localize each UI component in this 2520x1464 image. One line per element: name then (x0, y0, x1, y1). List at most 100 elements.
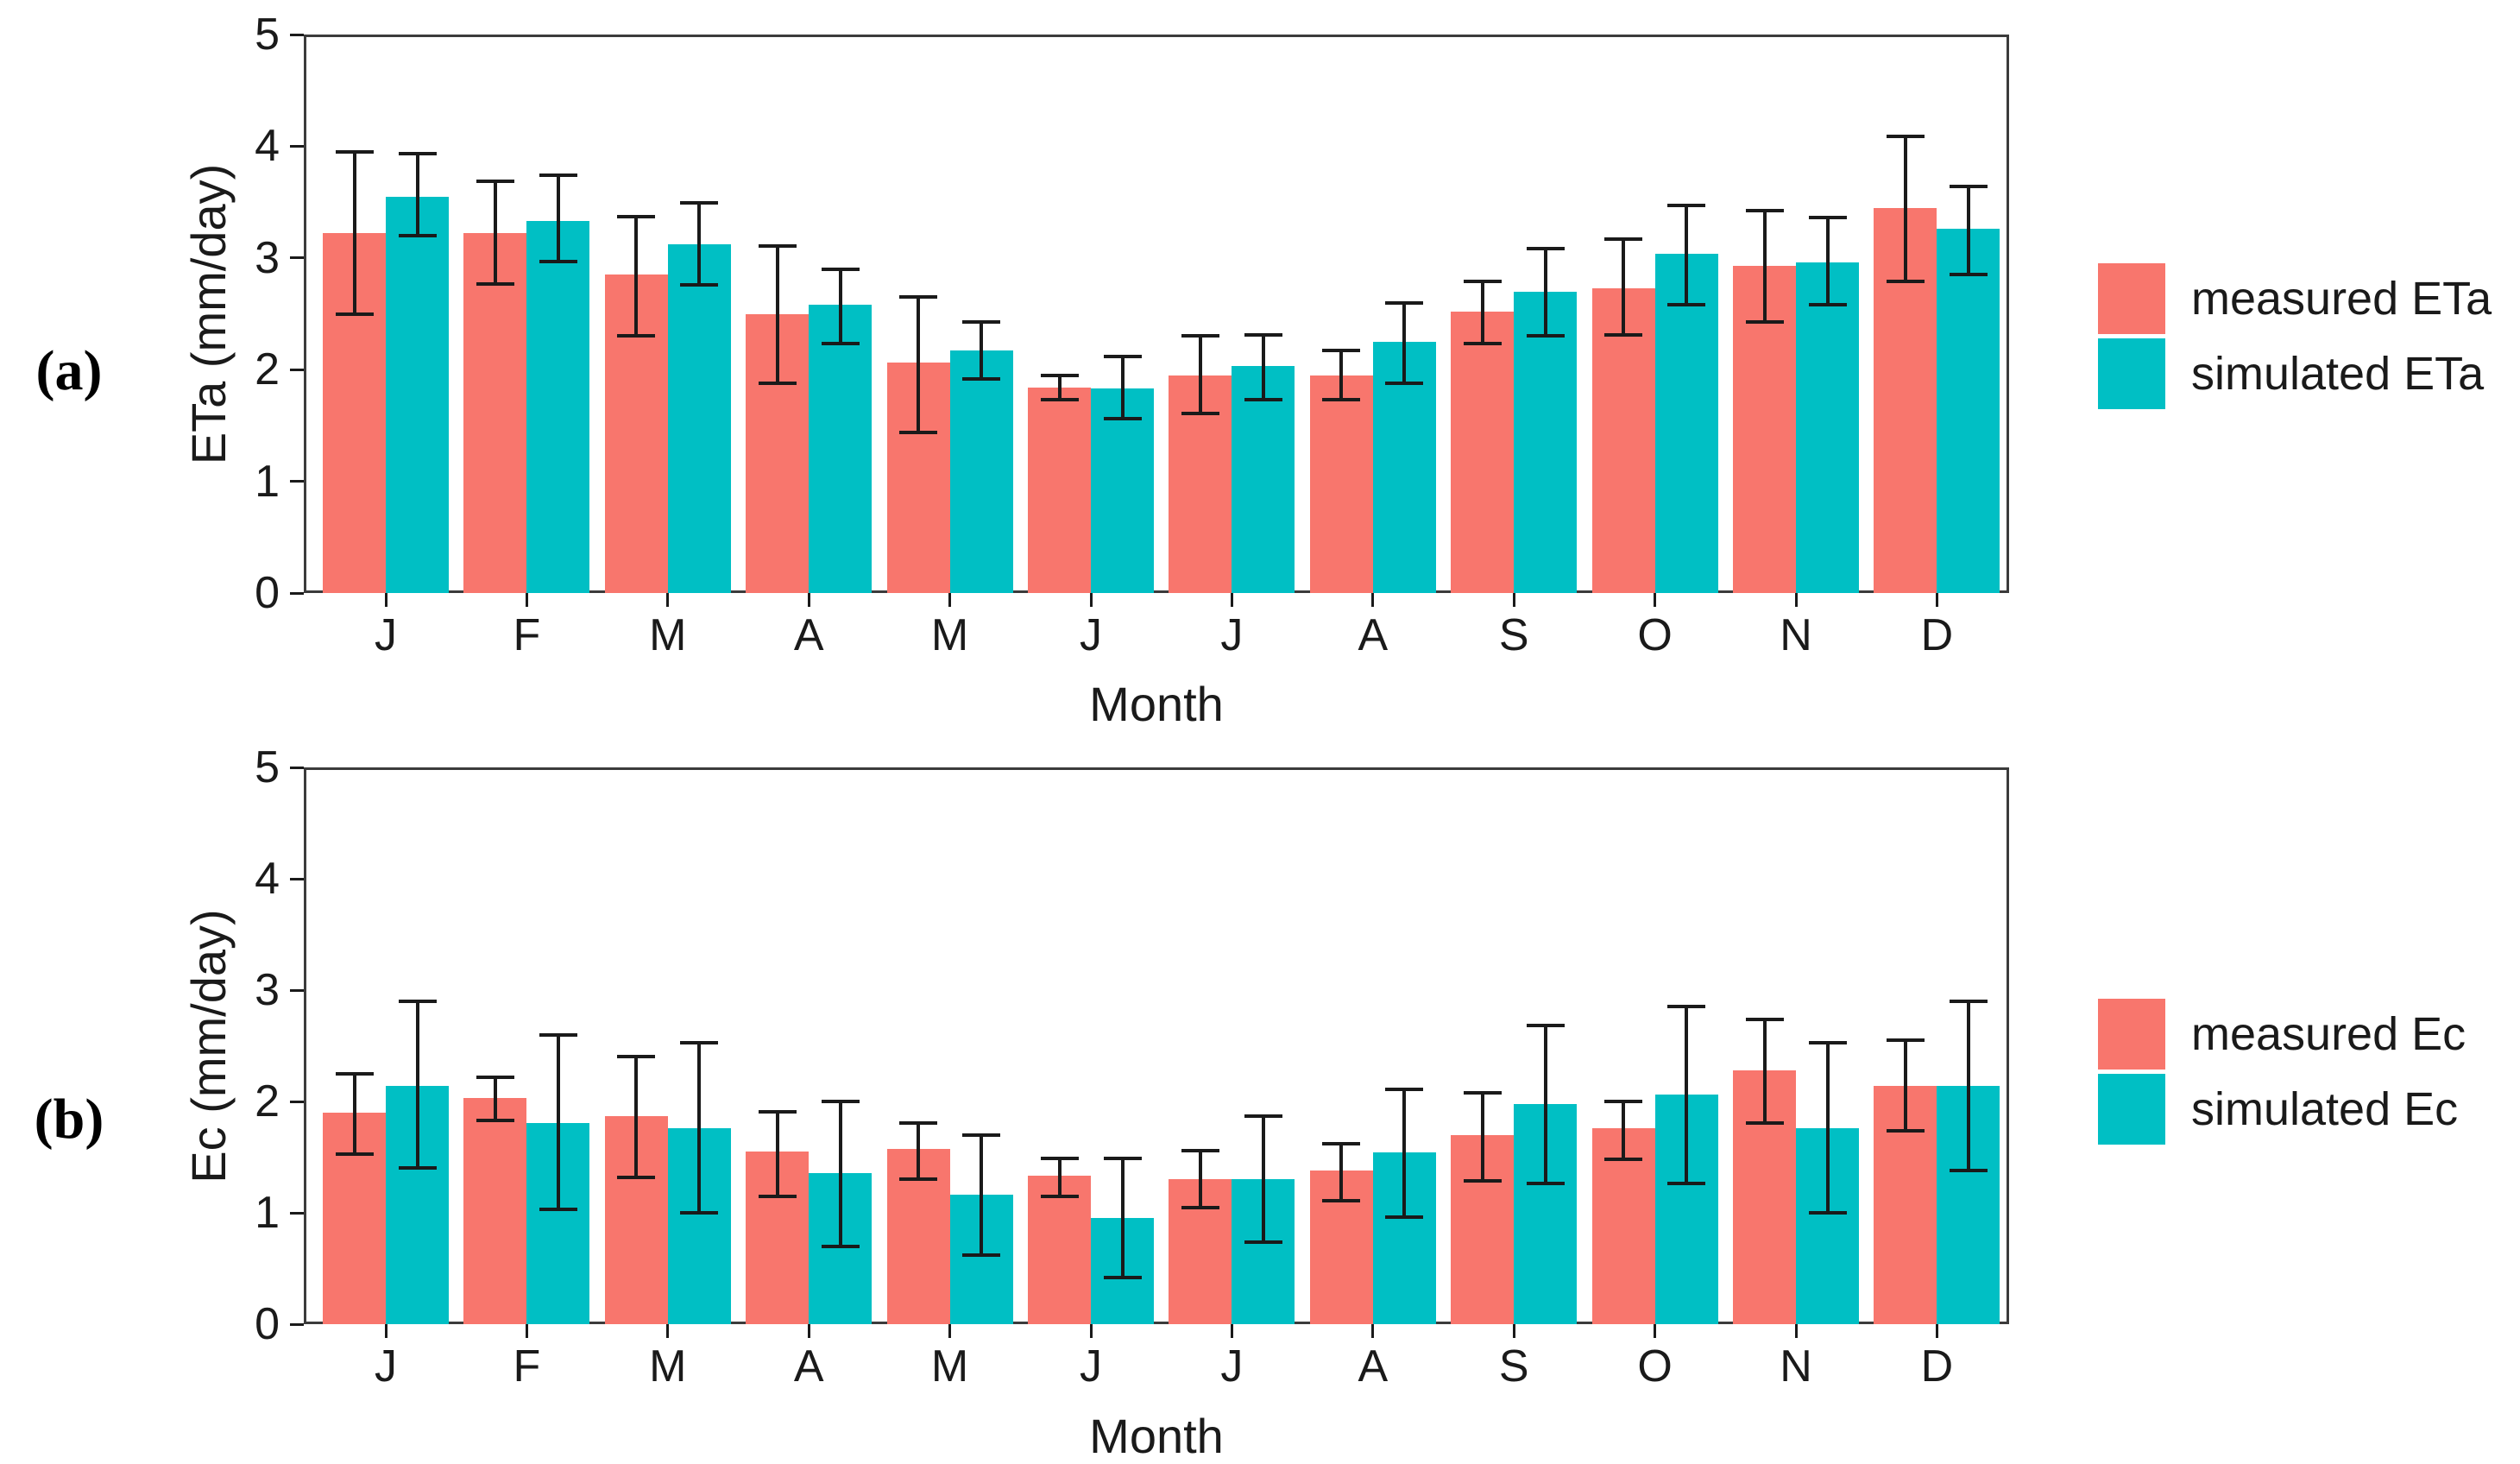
error-bar-cap-bottom-measured-1 (476, 1118, 514, 1122)
error-bar-cap-top-simulated-4 (962, 319, 1001, 324)
error-bar-line-measured-2 (634, 1057, 639, 1177)
bar-measured-5 (1028, 387, 1091, 593)
error-bar-cap-top-measured-4 (899, 1120, 938, 1125)
error-bar-cap-bottom-simulated-6 (1244, 1240, 1282, 1244)
error-bar-cap-bottom-simulated-8 (1526, 1182, 1565, 1186)
x-tick-1 (525, 593, 528, 607)
error-bar-cap-bottom-simulated-11 (1949, 273, 1988, 277)
x-tick-0 (384, 1324, 387, 1338)
x-tick-8 (1512, 1324, 1515, 1338)
x-tick-9 (1654, 593, 1657, 607)
error-bar-cap-top-simulated-1 (539, 1032, 577, 1037)
bar-simulated-8 (1514, 291, 1578, 593)
error-bar-line-simulated-4 (980, 321, 984, 379)
error-bar-line-measured-1 (493, 1076, 497, 1120)
error-bar-cap-top-measured-11 (1886, 134, 1925, 138)
error-bar-cap-bottom-simulated-7 (1385, 381, 1424, 385)
error-bar-cap-top-simulated-5 (1103, 1156, 1142, 1160)
error-bar-cap-bottom-simulated-8 (1526, 334, 1565, 338)
x-tick-label-10: N (1780, 610, 1812, 660)
error-bar-cap-bottom-simulated-4 (962, 376, 1001, 381)
error-bar-cap-bottom-simulated-0 (398, 233, 437, 237)
x-tick-6 (1230, 593, 1233, 607)
error-bar-cap-bottom-simulated-2 (680, 282, 719, 287)
y-tick-label-4: 4 (255, 854, 280, 904)
error-bar-line-measured-11 (1903, 136, 1907, 281)
error-bar-cap-bottom-measured-7 (1322, 398, 1361, 402)
x-tick-5 (1089, 593, 1093, 607)
error-bar-cap-top-measured-5 (1040, 1156, 1079, 1160)
y-tick-3 (290, 256, 304, 260)
x-tick-label-1: F (513, 610, 541, 660)
y-tick-0 (290, 1322, 304, 1326)
error-bar-cap-bottom-simulated-11 (1949, 1168, 1988, 1172)
x-tick-label-9: O (1637, 1341, 1673, 1391)
error-bar-line-simulated-2 (697, 1042, 702, 1213)
x-tick-7 (1371, 593, 1375, 607)
y-tick-0 (290, 591, 304, 595)
error-bar-line-simulated-7 (1402, 1089, 1407, 1218)
y-tick-2 (290, 368, 304, 371)
y-tick-3 (290, 988, 304, 992)
error-bar-cap-top-measured-0 (335, 149, 374, 154)
error-bar-cap-top-simulated-7 (1385, 300, 1424, 305)
error-bar-cap-bottom-simulated-7 (1385, 1215, 1424, 1220)
x-axis-title: Month (1089, 1409, 1224, 1463)
y-axis-title: ETa (mm/day) (181, 163, 236, 464)
bar-simulated-1 (526, 221, 590, 593)
legend-label-measured: measured Ec (2191, 1008, 2466, 1060)
error-bar-line-measured-6 (1198, 336, 1202, 413)
error-bar-line-measured-8 (1480, 1092, 1484, 1181)
y-tick-label-5: 5 (255, 9, 280, 60)
x-tick-label-3: A (793, 1341, 824, 1391)
error-bar-cap-top-simulated-3 (821, 267, 860, 271)
x-tick-9 (1654, 1324, 1657, 1338)
bar-measured-5 (1028, 1176, 1091, 1324)
legend-swatch-measured (2098, 263, 2165, 334)
error-bar-cap-top-measured-7 (1322, 1142, 1361, 1146)
bar-simulated-0 (386, 196, 449, 593)
error-bar-line-simulated-10 (1825, 218, 1830, 306)
error-bar-line-simulated-5 (1120, 356, 1125, 420)
bar-measured-7 (1309, 375, 1373, 593)
y-tick-label-2: 2 (255, 344, 280, 395)
x-tick-label-0: J (375, 1341, 397, 1391)
x-tick-2 (666, 1324, 670, 1338)
error-bar-cap-bottom-simulated-4 (962, 1253, 1001, 1258)
error-bar-line-simulated-10 (1825, 1042, 1830, 1213)
error-bar-cap-top-simulated-2 (680, 201, 719, 205)
error-bar-cap-bottom-simulated-6 (1244, 398, 1282, 402)
error-bar-cap-bottom-measured-6 (1181, 411, 1219, 415)
error-bar-cap-top-measured-10 (1745, 1017, 1784, 1021)
error-bar-line-simulated-3 (838, 268, 842, 344)
error-bar-cap-top-simulated-1 (539, 174, 577, 178)
error-bar-line-simulated-7 (1402, 302, 1407, 383)
error-bar-cap-bottom-simulated-3 (821, 342, 860, 346)
error-bar-line-measured-8 (1480, 281, 1484, 344)
error-bar-line-simulated-11 (1966, 186, 1970, 275)
x-tick-label-5: J (1080, 1341, 1102, 1391)
error-bar-line-simulated-0 (415, 1000, 419, 1169)
error-bar-cap-top-simulated-0 (398, 999, 437, 1003)
y-tick-5 (290, 766, 304, 769)
y-tick-label-0: 0 (255, 1299, 280, 1349)
y-tick-label-1: 1 (255, 1188, 280, 1238)
bar-simulated-11 (1937, 229, 2000, 593)
y-tick-4 (290, 144, 304, 148)
y-tick-label-5: 5 (255, 742, 280, 792)
x-tick-7 (1371, 1324, 1375, 1338)
legend-label-simulated: simulated ETa (2191, 348, 2485, 400)
error-bar-cap-bottom-measured-3 (758, 381, 797, 385)
legend-label-measured: measured ETa (2191, 273, 2492, 325)
bar-measured-9 (1591, 287, 1655, 593)
x-axis-title: Month (1089, 677, 1224, 731)
error-bar-cap-bottom-measured-0 (335, 312, 374, 316)
error-bar-cap-top-simulated-6 (1244, 333, 1282, 338)
error-bar-line-simulated-9 (1685, 1006, 1689, 1184)
error-bar-cap-bottom-measured-11 (1886, 1128, 1925, 1133)
error-bar-cap-top-simulated-7 (1385, 1087, 1424, 1091)
error-bar-cap-top-measured-3 (758, 1109, 797, 1114)
legend-label-simulated: simulated Ec (2191, 1083, 2459, 1135)
error-bar-cap-top-measured-1 (476, 179, 514, 183)
error-bar-line-simulated-9 (1685, 205, 1689, 306)
